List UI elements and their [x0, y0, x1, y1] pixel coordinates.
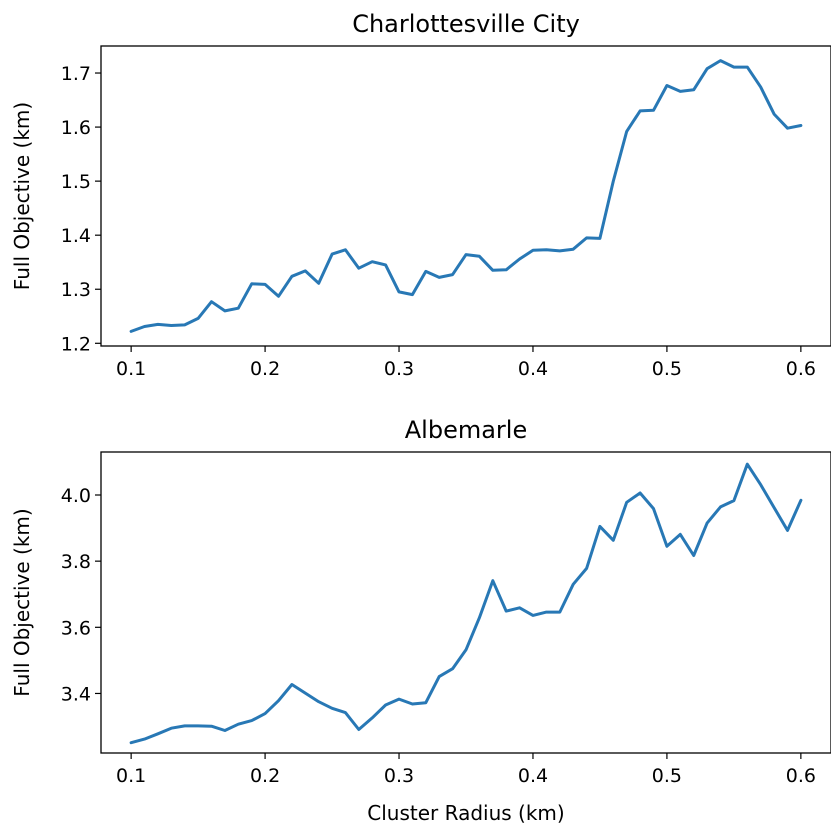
y-tick-label: 4.0	[61, 485, 91, 507]
plot-area	[100, 451, 831, 754]
x-tick-label: 0.4	[518, 765, 548, 787]
y-tick-label: 1.3	[61, 279, 91, 301]
plot-area	[100, 45, 831, 347]
chart-albemarle: Albemarle Full Objective (km) Cluster Ra…	[10, 416, 831, 825]
x-tick-label: 0.3	[384, 358, 414, 380]
y-axis-label: Full Objective (km)	[10, 102, 34, 290]
y-tick-label: 3.8	[61, 551, 91, 573]
x-tick-label: 0.4	[518, 358, 548, 380]
x-tick-label: 0.2	[250, 765, 280, 787]
x-axis-label: Cluster Radius (km)	[367, 801, 564, 825]
x-tick-label: 0.6	[786, 358, 816, 380]
x-tick-label: 0.5	[652, 358, 682, 380]
y-tick-label: 3.6	[61, 617, 91, 639]
y-tick-label: 3.4	[61, 683, 91, 705]
series-line	[129, 462, 803, 745]
x-tick-label: 0.3	[384, 765, 414, 787]
chart-charlottesville: Charlottesville City Full Objective (km)…	[10, 10, 831, 380]
y-tick-label: 1.4	[61, 225, 91, 247]
x-tick-label: 0.1	[116, 358, 146, 380]
chart-title: Albemarle	[405, 416, 527, 444]
y-tick-label: 1.5	[61, 171, 91, 193]
series-line	[129, 59, 803, 333]
x-tick-label: 0.2	[250, 358, 280, 380]
x-tick-label: 0.5	[652, 765, 682, 787]
y-axis-label: Full Objective (km)	[10, 508, 34, 696]
x-tick-label: 0.1	[116, 765, 146, 787]
y-tick-label: 1.7	[61, 63, 91, 85]
y-tick-label: 1.6	[61, 117, 91, 139]
chart-title: Charlottesville City	[352, 10, 580, 38]
y-tick-label: 1.2	[61, 333, 91, 355]
x-tick-label: 0.6	[786, 765, 816, 787]
